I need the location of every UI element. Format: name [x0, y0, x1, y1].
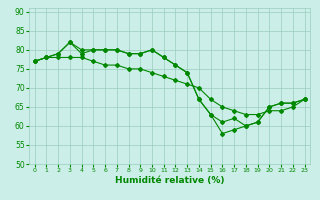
X-axis label: Humidité relative (%): Humidité relative (%): [115, 176, 224, 185]
